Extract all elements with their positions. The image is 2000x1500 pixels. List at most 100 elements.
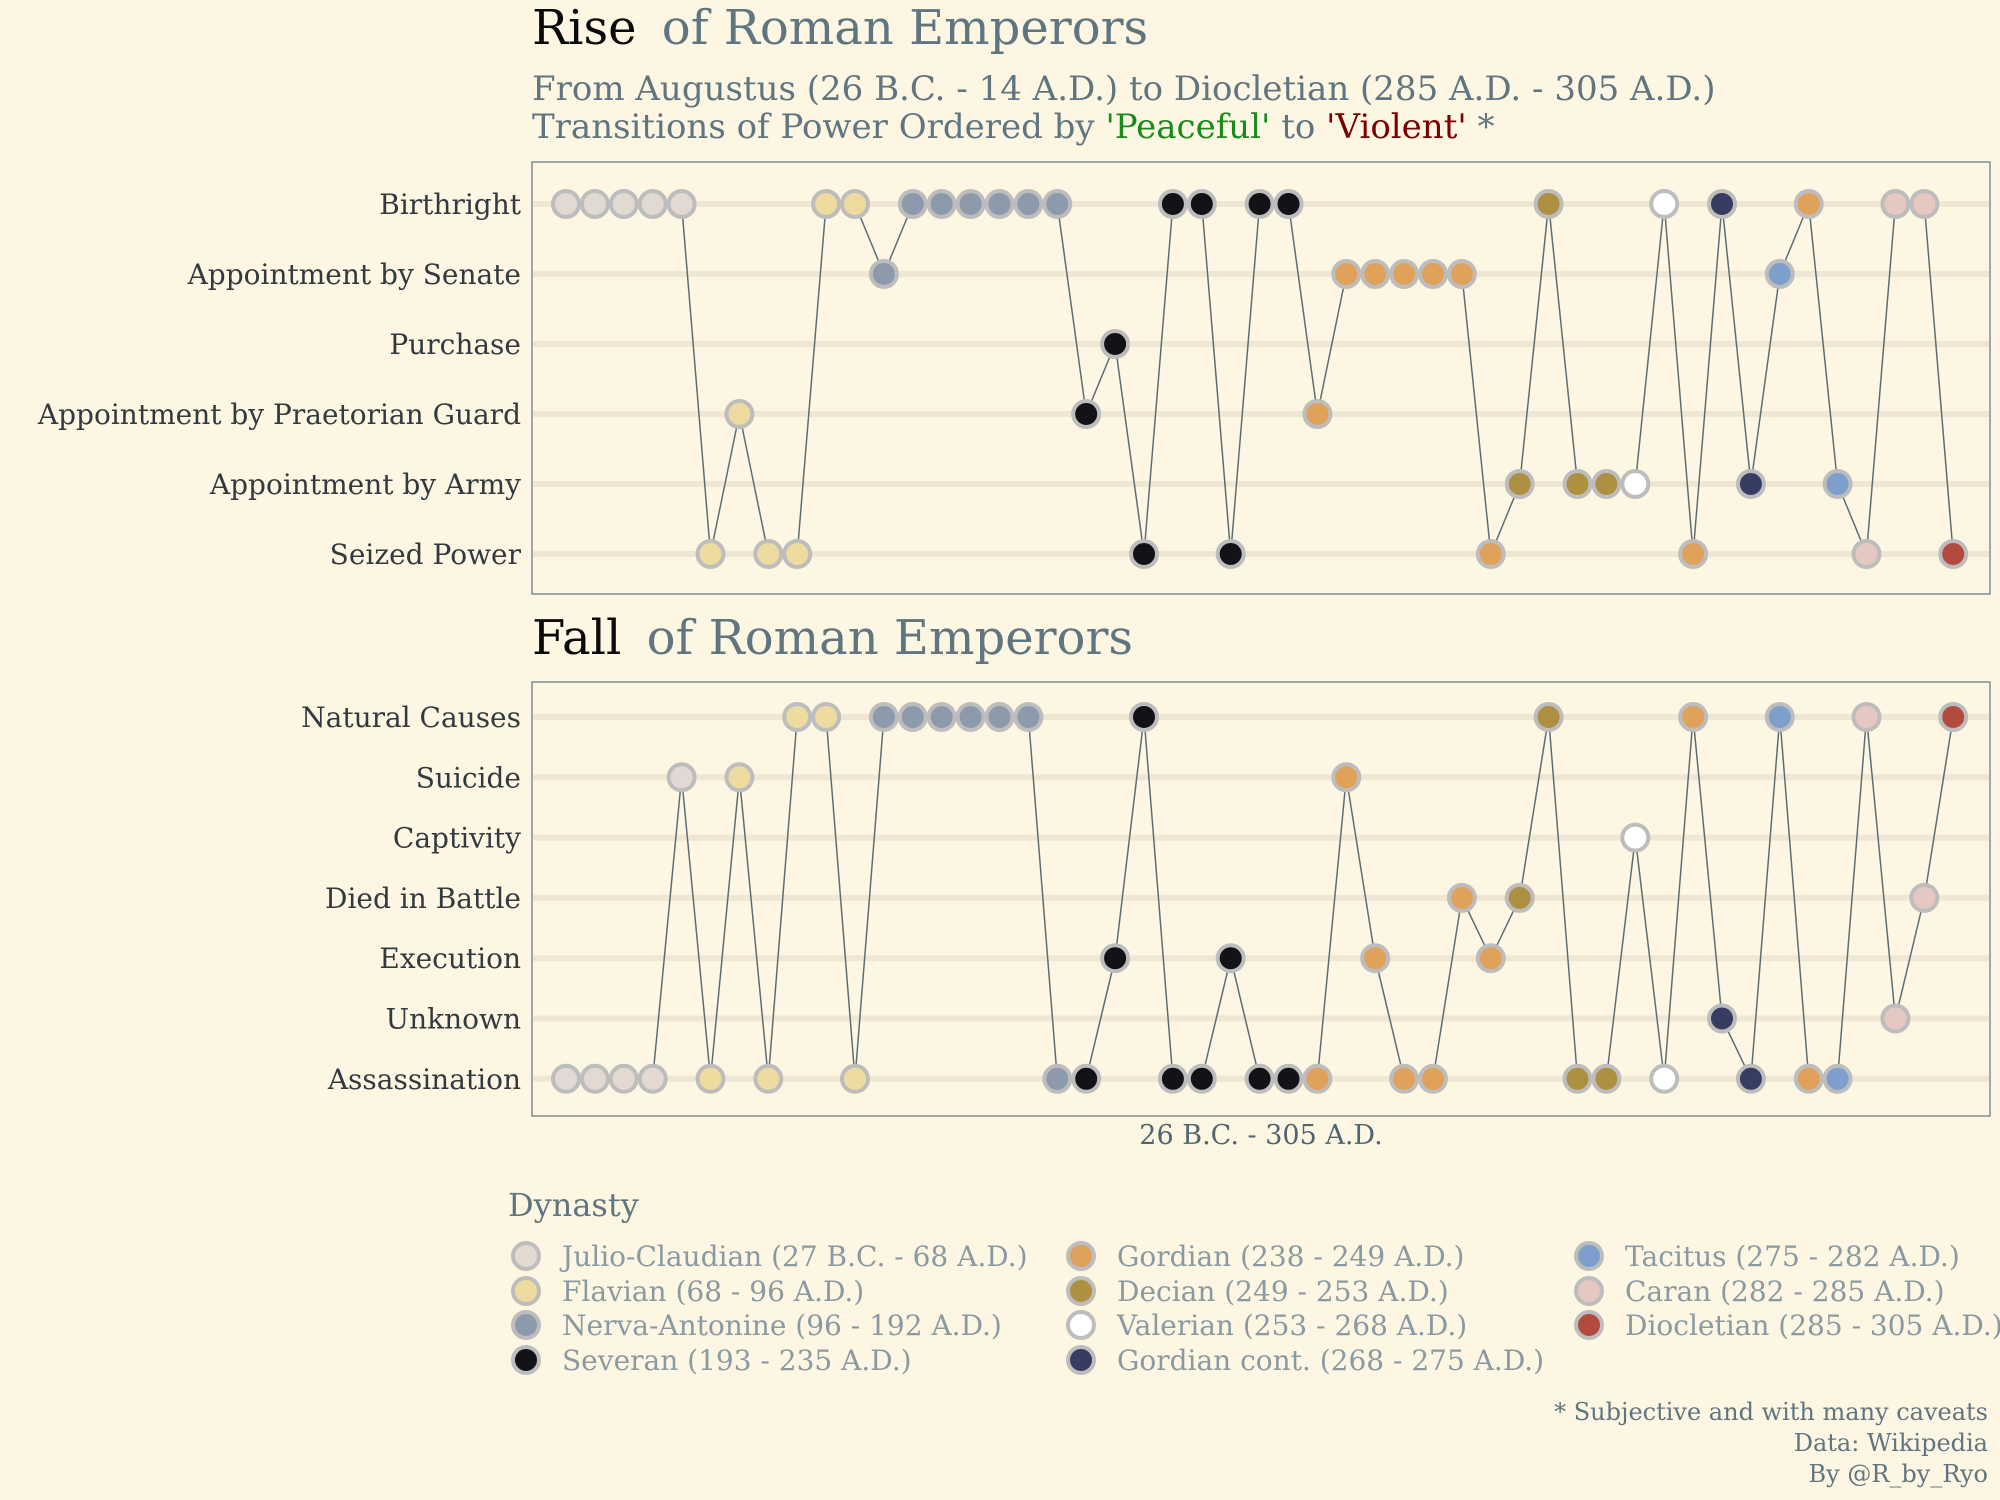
legend-swatch bbox=[511, 1310, 541, 1340]
data-point bbox=[1071, 1063, 1102, 1094]
caption-line-3: By @R_by_Ryo bbox=[1809, 1460, 1988, 1488]
legend-entry-label: Gordian (238 - 249 A.D.) bbox=[1117, 1240, 1464, 1273]
data-point bbox=[1302, 1063, 1333, 1094]
data-point bbox=[1562, 1063, 1593, 1094]
data-point bbox=[1244, 1063, 1275, 1094]
legend-swatch bbox=[1574, 1241, 1604, 1271]
legend-entry-label: Julio-Claudian (27 B.C. - 68 A.D.) bbox=[559, 1240, 1028, 1273]
data-point bbox=[1735, 1063, 1766, 1094]
data-point bbox=[1620, 822, 1651, 853]
fall-panel-frame bbox=[531, 681, 1991, 1117]
data-point bbox=[1591, 1063, 1622, 1094]
data-point bbox=[1649, 189, 1680, 219]
data-point bbox=[1504, 469, 1535, 499]
data-point bbox=[1880, 189, 1911, 219]
data-point bbox=[1851, 539, 1882, 569]
data-point bbox=[579, 189, 610, 219]
legend-entry-label: Diocletian (285 - 305 A.D.) bbox=[1625, 1309, 2000, 1342]
data-point bbox=[1793, 1063, 1824, 1094]
y-tick-label: Appointment by Army bbox=[209, 468, 521, 501]
legend-entry-label: Tacitus (275 - 282 A.D.) bbox=[1625, 1240, 1960, 1273]
y-tick-label: Suicide bbox=[416, 761, 521, 794]
legend-swatch bbox=[1066, 1276, 1096, 1306]
rise-panel-frame bbox=[531, 161, 1991, 595]
data-point bbox=[1649, 1063, 1680, 1094]
x-axis-label: 26 B.C. - 305 A.D. bbox=[1139, 1120, 1382, 1151]
data-point bbox=[955, 189, 986, 219]
rise-plot: Birthright Appointment by Senate Purchase A… bbox=[37, 188, 1989, 571]
data-point bbox=[1418, 259, 1448, 289]
violent-label: 'Violent' bbox=[1326, 107, 1467, 147]
y-tick-label: Appointment by Senate bbox=[187, 258, 521, 291]
data-point bbox=[926, 702, 957, 732]
legend-swatch bbox=[1066, 1310, 1096, 1340]
data-point bbox=[1042, 1063, 1073, 1094]
data-point bbox=[1071, 399, 1102, 429]
data-point bbox=[695, 1063, 726, 1094]
legend-entry-label: Decian (249 - 253 A.D.) bbox=[1117, 1275, 1449, 1308]
caption-line-1: * Subjective and with many caveats bbox=[1554, 1398, 1988, 1426]
data-point bbox=[724, 399, 755, 429]
data-point bbox=[1909, 882, 1940, 913]
data-point bbox=[1215, 943, 1246, 974]
data-point bbox=[868, 259, 899, 289]
data-point bbox=[1822, 1063, 1853, 1094]
data-point bbox=[1475, 539, 1506, 569]
data-point bbox=[811, 189, 842, 219]
data-point bbox=[637, 189, 668, 219]
data-point bbox=[1360, 943, 1391, 974]
caption-line-2: Data: Wikipedia bbox=[1794, 1429, 1988, 1457]
data-point bbox=[1707, 1003, 1737, 1034]
data-point bbox=[1678, 702, 1709, 732]
data-point bbox=[1215, 539, 1246, 569]
legend-swatch bbox=[1574, 1310, 1604, 1340]
legend-swatch bbox=[511, 1345, 541, 1375]
subtitle-line2: Transitions of Power Ordered by 'Peacefu… bbox=[532, 107, 1495, 147]
data-point bbox=[608, 189, 639, 219]
data-point bbox=[1100, 329, 1131, 359]
data-point bbox=[984, 702, 1015, 732]
data-point bbox=[1157, 1063, 1188, 1094]
data-point bbox=[1244, 189, 1275, 219]
data-point bbox=[984, 189, 1015, 219]
legend: Julio-Claudian (27 B.C. - 68 A.D.)Flavia… bbox=[511, 1240, 2000, 1377]
data-point bbox=[637, 1063, 668, 1094]
data-point bbox=[1446, 259, 1477, 289]
data-point bbox=[1793, 189, 1824, 219]
data-point bbox=[551, 1063, 581, 1094]
legend-entry-label: Flavian (68 - 96 A.D.) bbox=[562, 1275, 864, 1308]
data-point bbox=[753, 539, 784, 569]
data-point bbox=[1129, 702, 1159, 732]
data-point bbox=[1764, 702, 1795, 732]
y-tick-label: Purchase bbox=[389, 328, 521, 361]
data-point bbox=[782, 702, 813, 732]
data-point bbox=[1360, 259, 1391, 289]
data-point bbox=[1533, 189, 1564, 219]
data-point bbox=[1013, 189, 1044, 219]
data-point bbox=[1331, 259, 1362, 289]
data-point bbox=[868, 702, 899, 732]
series-line bbox=[566, 203, 1954, 555]
data-point bbox=[1389, 259, 1420, 289]
data-point bbox=[1389, 1063, 1420, 1094]
data-point bbox=[926, 189, 957, 219]
y-tick-label: Appointment by Praetorian Guard bbox=[37, 398, 521, 431]
data-point bbox=[1620, 469, 1651, 499]
data-point bbox=[1707, 189, 1737, 219]
data-point bbox=[1186, 1063, 1217, 1094]
data-point bbox=[1013, 702, 1044, 732]
data-point bbox=[1504, 882, 1535, 913]
peaceful-label: 'Peaceful' bbox=[1105, 107, 1270, 147]
fall-plot: Natural Causes Suicide Captivity Died in Ba… bbox=[301, 701, 1989, 1096]
y-tick-label: Natural Causes bbox=[301, 701, 521, 734]
fall-title: Fall of Roman Emperors bbox=[532, 610, 1133, 666]
data-point bbox=[1938, 702, 1969, 732]
legend-entry-label: Caran (282 - 285 A.D.) bbox=[1625, 1275, 1945, 1308]
data-point bbox=[1909, 189, 1940, 219]
data-point bbox=[724, 762, 755, 793]
y-tick-label: Assassination bbox=[327, 1063, 521, 1096]
legend-swatch bbox=[511, 1276, 541, 1306]
data-point bbox=[1851, 702, 1882, 732]
data-point bbox=[1157, 189, 1188, 219]
data-point bbox=[608, 1063, 639, 1094]
